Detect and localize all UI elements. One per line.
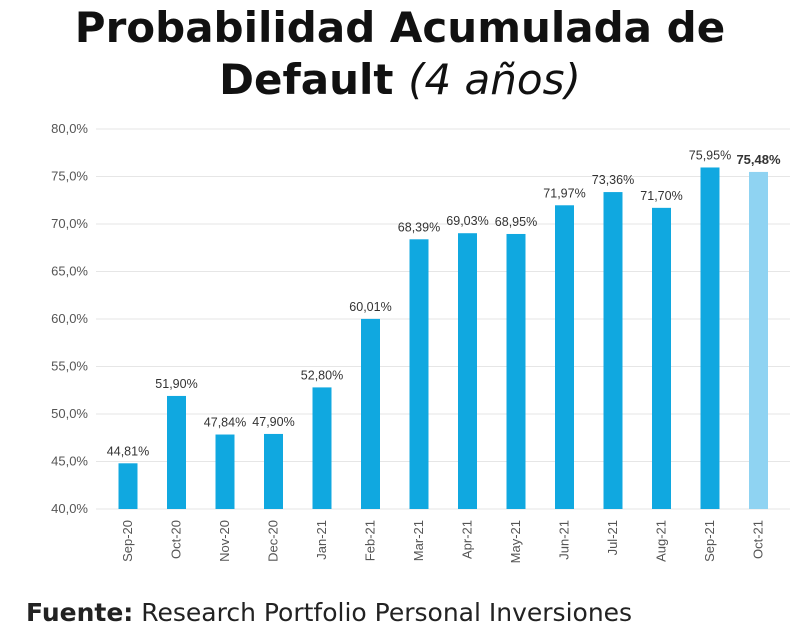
x-tick-label: May-21 xyxy=(508,520,523,563)
x-tick-label: Mar-21 xyxy=(411,520,426,561)
y-tick-label: 70,0% xyxy=(51,216,88,231)
x-tick-label: Nov-20 xyxy=(217,520,232,562)
data-label: 52,80% xyxy=(301,368,343,382)
data-label: 73,36% xyxy=(592,173,634,187)
y-tick-label: 65,0% xyxy=(51,264,88,279)
source-note: Fuente: Research Portfolio Personal Inve… xyxy=(26,598,632,627)
x-tick-label: Jun-21 xyxy=(557,520,572,560)
y-tick-label: 50,0% xyxy=(51,406,88,421)
data-label: 47,84% xyxy=(204,416,246,430)
bar xyxy=(749,171,768,509)
data-label: 75,95% xyxy=(689,148,731,162)
x-tick-label: Jul-21 xyxy=(605,520,620,555)
bar xyxy=(603,192,623,509)
x-tick-label: Oct-20 xyxy=(169,520,184,559)
y-tick-label: 60,0% xyxy=(51,311,88,326)
bar xyxy=(312,387,332,509)
chart-title-line2: Default (4 años) xyxy=(0,54,800,106)
chart-title: Probabilidad Acumulada de Default (4 año… xyxy=(0,2,800,106)
chart-title-main: Default xyxy=(219,55,394,104)
data-label: 69,03% xyxy=(446,214,488,228)
x-tick-label: Dec-20 xyxy=(266,520,281,562)
bar xyxy=(458,233,477,509)
y-tick-label: 75,0% xyxy=(51,169,88,184)
bar xyxy=(506,233,526,509)
y-tick-label: 80,0% xyxy=(51,121,88,136)
bar xyxy=(215,434,235,509)
data-label: 51,90% xyxy=(155,377,197,391)
bar xyxy=(167,395,186,509)
data-label: 60,01% xyxy=(349,300,391,314)
data-label: 47,90% xyxy=(252,415,294,429)
data-label: 75,48% xyxy=(736,152,781,167)
x-tick-label: Apr-21 xyxy=(460,520,475,559)
x-tick-label: Jan-21 xyxy=(314,520,329,560)
data-label: 68,95% xyxy=(495,215,537,229)
x-tick-label: Aug-21 xyxy=(654,520,669,562)
source-text: Research Portfolio Personal Inversiones xyxy=(141,598,633,627)
bar xyxy=(118,463,138,509)
x-tick-label: Oct-21 xyxy=(751,520,766,559)
bar xyxy=(409,239,429,510)
chart-title-line1: Probabilidad Acumulada de xyxy=(74,3,726,52)
y-tick-label: 40,0% xyxy=(51,501,88,516)
bar xyxy=(652,207,671,509)
x-tick-label: Feb-21 xyxy=(363,520,378,561)
data-label: 71,70% xyxy=(640,189,682,203)
bar xyxy=(555,205,574,509)
bar xyxy=(700,167,720,509)
chart-title-subtitle: (4 años) xyxy=(408,55,581,104)
bar xyxy=(361,318,380,509)
bar xyxy=(264,433,283,509)
source-label: Fuente: xyxy=(26,598,134,627)
y-tick-label: 45,0% xyxy=(51,454,88,469)
data-label: 71,97% xyxy=(543,186,585,200)
bar-chart: 40,0% 45,0% 50,0% 55,0% 60,0% 65,0% 70,0% 75,0%… xyxy=(51,121,790,563)
y-tick-label: 55,0% xyxy=(51,359,88,374)
data-label: 68,39% xyxy=(398,220,440,234)
x-tick-label: Sep-20 xyxy=(120,520,135,562)
x-tick-label: Sep-21 xyxy=(702,520,717,562)
data-label: 44,81% xyxy=(107,444,149,458)
